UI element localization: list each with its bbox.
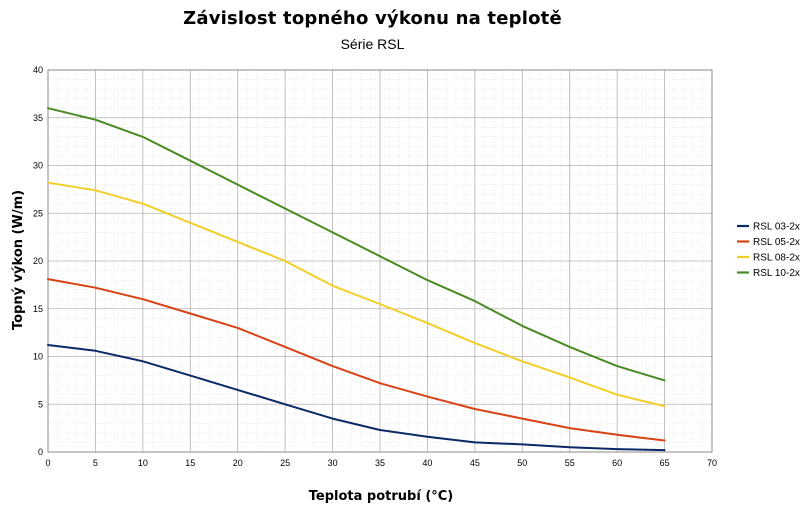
minor-gridlines	[48, 70, 712, 452]
plot-area-frame	[47, 69, 713, 453]
y-tick-label: 5	[38, 399, 43, 409]
x-tick-label: 0	[45, 458, 50, 468]
x-tick-label: 25	[280, 458, 290, 468]
series-line-2	[47, 278, 666, 442]
series-line-1	[47, 344, 666, 452]
x-tick-label: 55	[565, 458, 575, 468]
chart-subtitle: Série RSL	[340, 36, 405, 52]
legend-label: RSL 10-2x0	[753, 268, 800, 279]
x-axis-title: Teplota potrubí (°C)	[309, 489, 454, 504]
x-axis-ticks: 0 5 10 15 20 25 30 35 40 45 50 55 60 65 70	[45, 458, 717, 468]
y-tick-label: 0	[38, 447, 43, 457]
x-tick-label: 10	[138, 458, 148, 468]
series-lines	[47, 107, 666, 452]
y-tick-label: 25	[33, 208, 43, 218]
x-tick-label: 35	[375, 458, 385, 468]
legend: RSL 03-2x0 RSL 05-2x0 RSL 08-2x0 RSL 10-2x0	[737, 222, 800, 279]
series-line-3	[47, 181, 666, 408]
x-tick-label: 45	[470, 458, 480, 468]
y-axis-ticks: 0 5 10 15 20 25 30 35 40	[33, 65, 43, 457]
y-tick-label: 30	[33, 161, 43, 171]
legend-label: RSL 03-2x0	[753, 222, 800, 233]
x-tick-label: 50	[517, 458, 527, 468]
x-tick-label: 5	[93, 458, 98, 468]
x-tick-label: 70	[707, 458, 717, 468]
series-line-4	[47, 107, 666, 382]
y-tick-label: 35	[33, 113, 43, 123]
x-tick-label: 30	[328, 458, 338, 468]
x-tick-label: 65	[660, 458, 670, 468]
x-tick-label: 40	[422, 458, 432, 468]
y-axis-title: Topný výkon (W/m)	[11, 190, 26, 330]
legend-label: RSL 08-2x0	[753, 253, 800, 264]
y-tick-label: 40	[33, 65, 43, 75]
chart-title: Závislost topného výkonu na teplotě	[183, 8, 562, 29]
x-tick-label: 15	[185, 458, 195, 468]
y-tick-label: 15	[33, 304, 43, 314]
x-tick-label: 20	[233, 458, 243, 468]
x-tick-label: 60	[612, 458, 622, 468]
y-tick-label: 20	[33, 256, 43, 266]
y-tick-label: 10	[33, 352, 43, 362]
legend-label: RSL 05-2x0	[753, 237, 800, 248]
